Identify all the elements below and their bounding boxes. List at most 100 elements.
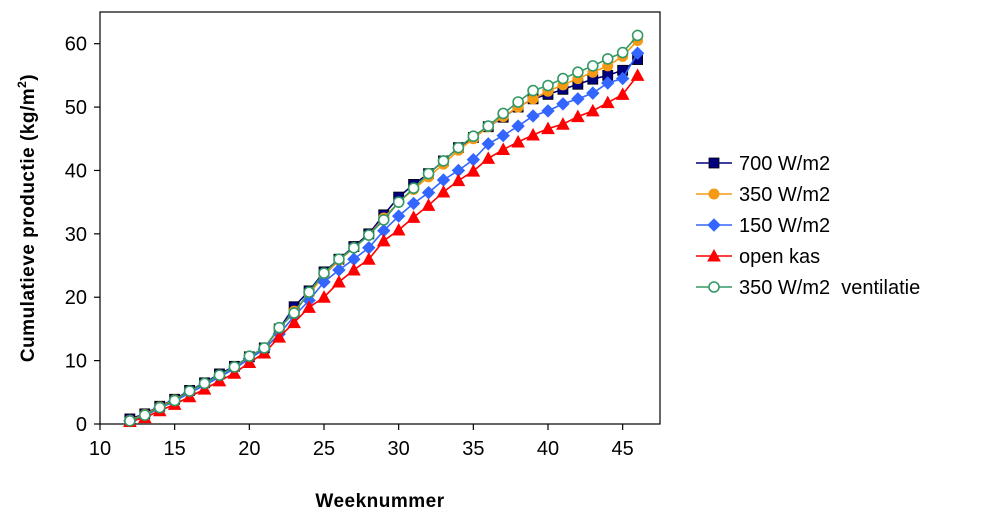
- data-point: [348, 241, 360, 254]
- data-point: [630, 68, 645, 81]
- legend-label: open kas: [739, 246, 820, 268]
- data-point: [227, 366, 242, 379]
- data-point: [512, 96, 524, 108]
- data-point: [318, 267, 330, 279]
- legend-item: 350 W/m2: [696, 184, 830, 206]
- data-point: [616, 46, 629, 59]
- data-point: [272, 330, 287, 343]
- legend-label: 700 W/m2: [739, 153, 830, 175]
- legend-marker: [708, 281, 720, 293]
- data-point: [153, 401, 166, 414]
- legend-item: 350 W/m2 ventilatie: [696, 277, 920, 299]
- data-point: [541, 121, 555, 135]
- data-point: [481, 151, 496, 164]
- data-point: [139, 409, 151, 421]
- data-point: [542, 79, 554, 92]
- data-point: [332, 274, 346, 288]
- y-tick-label: 50: [65, 97, 87, 119]
- legend-marker: [707, 218, 721, 232]
- y-axis-title-main: Cumulatieve productie (kg/m: [18, 88, 39, 362]
- data-point: [421, 198, 436, 211]
- data-point: [527, 84, 539, 97]
- data-point: [407, 182, 420, 195]
- legend-label: 150 W/m2: [739, 215, 830, 237]
- data-point: [615, 87, 630, 100]
- data-point: [406, 196, 421, 211]
- series-layer: [123, 29, 645, 428]
- data-point: [541, 104, 555, 118]
- data-point: [437, 155, 450, 167]
- data-point: [317, 275, 331, 289]
- data-point: [333, 253, 345, 266]
- data-point: [228, 361, 241, 373]
- x-tick-label: 25: [313, 438, 335, 460]
- data-point: [376, 233, 391, 247]
- data-point: [481, 137, 495, 151]
- series-4: [123, 68, 645, 427]
- data-point: [526, 127, 540, 141]
- data-point: [198, 377, 211, 390]
- legend-marker: [708, 157, 720, 169]
- data-point: [362, 229, 375, 241]
- data-point: [288, 307, 300, 319]
- y-tick-label: 40: [65, 160, 87, 182]
- data-point: [556, 117, 570, 130]
- data-point: [601, 76, 615, 90]
- data-point: [183, 385, 196, 397]
- data-point: [287, 315, 301, 329]
- data-point: [124, 415, 136, 427]
- data-point: [526, 109, 540, 123]
- y-tick-label: 60: [65, 34, 87, 56]
- data-point: [631, 29, 644, 42]
- y-axis-title-suffix: ): [18, 74, 39, 81]
- y-tick-label: 0: [76, 414, 87, 436]
- data-point: [451, 173, 466, 187]
- data-point: [572, 66, 584, 79]
- data-point: [511, 134, 525, 148]
- plot-frame: [99, 11, 661, 425]
- x-tick-label: 30: [388, 438, 410, 460]
- series-5: [124, 29, 644, 427]
- y-axis-title-superscript: 2: [15, 81, 29, 88]
- data-point: [511, 119, 525, 133]
- x-tick-label: 35: [462, 438, 484, 460]
- data-point: [258, 342, 271, 354]
- data-point: [303, 286, 315, 298]
- legend-item: 700 W/m2: [696, 153, 830, 175]
- data-point: [586, 60, 599, 72]
- data-point: [497, 107, 510, 120]
- data-point: [392, 196, 405, 208]
- data-point: [377, 214, 390, 226]
- y-tick-label: 20: [65, 287, 87, 309]
- y-tick-label: 10: [65, 351, 87, 373]
- data-point: [213, 369, 226, 381]
- data-point: [302, 300, 316, 313]
- data-point: [168, 394, 181, 407]
- data-point: [571, 92, 585, 106]
- data-point: [391, 222, 406, 236]
- data-point: [452, 141, 465, 154]
- data-point: [556, 97, 570, 111]
- data-point: [557, 72, 569, 85]
- y-axis-title: Cumulatieve productie (kg/m2): [15, 74, 39, 362]
- data-point: [601, 53, 614, 65]
- legend-item: open kas: [696, 246, 820, 268]
- data-point: [600, 95, 615, 109]
- legend-marker: [708, 188, 720, 200]
- data-point: [467, 130, 480, 143]
- data-point: [586, 86, 600, 100]
- legend-label: 350 W/m2: [739, 184, 830, 206]
- x-tick-label: 10: [89, 438, 111, 460]
- data-point: [571, 109, 585, 123]
- x-axis-title: Weeknummer: [315, 491, 444, 512]
- data-point: [482, 120, 495, 132]
- x-tick-label: 40: [537, 438, 559, 460]
- data-point: [615, 71, 630, 86]
- data-point: [630, 46, 645, 60]
- legend: 700 W/m2 350 W/m2 150 W/m2 open kas 350 W/m2…: [696, 153, 920, 299]
- x-tick-label: 45: [612, 438, 634, 460]
- data-point: [242, 355, 257, 369]
- x-tick-label: 20: [238, 438, 260, 460]
- data-point: [243, 350, 256, 362]
